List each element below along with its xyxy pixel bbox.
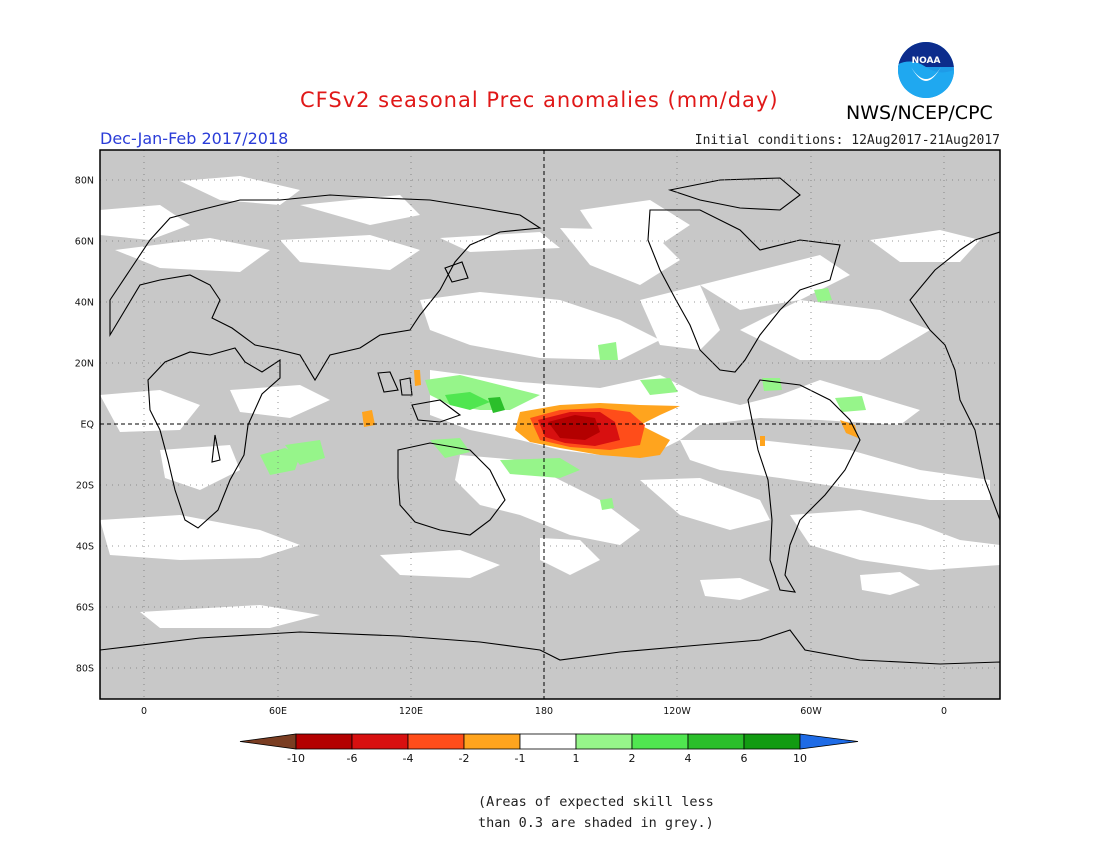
coastlines	[100, 177, 1000, 699]
latitude-label: 40N	[75, 298, 94, 309]
dry-anomaly-regions	[362, 370, 858, 458]
colorbar-segment	[295, 733, 353, 750]
colorbar-segment	[575, 733, 633, 750]
footnote-line-2: than 0.3 are shaded in grey.)	[478, 815, 714, 831]
latitude-label: 80N	[75, 176, 94, 187]
skill-footnote: (Areas of expected skill less than 0.3 a…	[478, 792, 714, 834]
latitude-axis: 80N 60N 40N 20N EQ 20S 40S 60S 80S	[75, 176, 94, 675]
colorbar-segment	[407, 733, 465, 750]
colorbar-segment	[687, 733, 745, 750]
chart-title: CFSv2 seasonal Prec anomalies (mm/day)	[300, 88, 779, 112]
noaa-logo-icon: NOAA	[898, 42, 954, 98]
longitude-label: 180	[535, 706, 553, 717]
latitude-label: 80S	[76, 664, 94, 675]
near-zero-anomaly-regions	[100, 176, 1000, 628]
latitude-label: 60N	[75, 237, 94, 248]
longitude-axis: 0 60E 120E 180 120W 60W 0	[141, 706, 947, 717]
colorbar-tick-label: -10	[287, 752, 305, 765]
colorbar-tick-label: -6	[347, 752, 358, 765]
latitude-label: 40S	[76, 542, 94, 553]
latitude-label: 20N	[75, 359, 94, 370]
colorbar-segment	[743, 733, 801, 750]
longitude-label: 120W	[663, 706, 691, 717]
colorbar-tick-label: -1	[515, 752, 526, 765]
longitude-label: 60E	[269, 706, 287, 717]
latitude-label: 60S	[76, 603, 94, 614]
gridlines	[100, 150, 1000, 699]
longitude-label: 0	[141, 706, 147, 717]
colorbar-segment	[351, 733, 409, 750]
colorbar-segment	[631, 733, 689, 750]
colorbar-low-arrow	[239, 733, 297, 750]
latitude-label: EQ	[81, 420, 94, 431]
map-frame	[99, 149, 1001, 700]
colorbar-segment	[519, 733, 577, 750]
longitude-label: 60W	[800, 706, 822, 717]
longitude-label: 0	[941, 706, 947, 717]
colorbar-tick-label: 1	[573, 752, 580, 765]
initial-conditions-label: Initial conditions: 12Aug2017-21Aug2017	[694, 133, 1000, 148]
colorbar-tick-label: 4	[685, 752, 692, 765]
wet-anomaly-regions	[260, 288, 866, 510]
colorbar-tick-label: -2	[459, 752, 470, 765]
longitude-label: 120E	[399, 706, 423, 717]
season-label: Dec-Jan-Feb 2017/2018	[100, 129, 289, 148]
agency-label: NWS/NCEP/CPC	[846, 102, 993, 124]
colorbar-tick-label: 10	[793, 752, 807, 765]
latitude-label: 20S	[76, 481, 94, 492]
footnote-line-1: (Areas of expected skill less	[478, 794, 714, 810]
colorbar-tick-label: -4	[403, 752, 414, 765]
reference-lines	[100, 150, 1000, 699]
colorbar-segment	[463, 733, 521, 750]
colorbar: -10 -6 -4 -2 -1 1 2 4 6 10	[239, 733, 859, 765]
noaa-logo-text: NOAA	[912, 56, 941, 66]
colorbar-high-arrow	[799, 733, 859, 750]
colorbar-tick-label: 6	[741, 752, 748, 765]
colorbar-tick-label: 2	[629, 752, 636, 765]
